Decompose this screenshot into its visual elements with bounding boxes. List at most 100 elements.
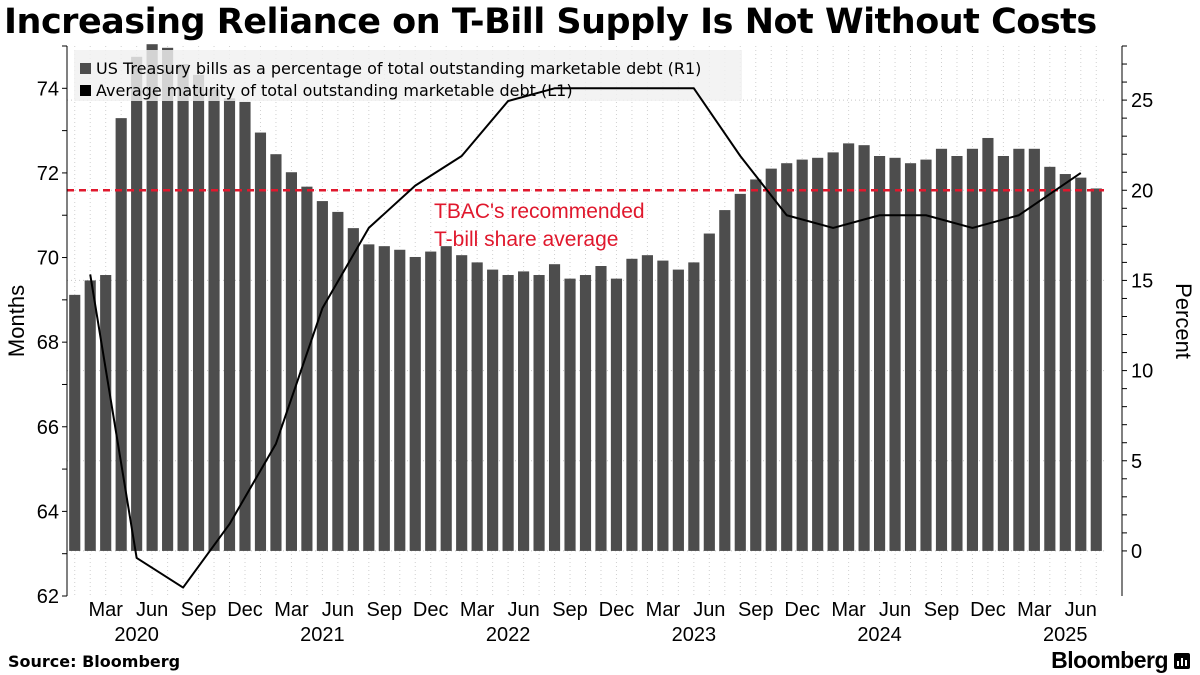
bar <box>889 157 901 551</box>
left-axis-title: Months <box>4 285 29 357</box>
bar <box>796 159 808 551</box>
brand: Bloomberg <box>1051 647 1190 674</box>
bar <box>1059 174 1071 551</box>
x-year-label: 2021 <box>300 624 345 645</box>
bar <box>827 152 839 551</box>
legend: US Treasury bills as a percentage of tot… <box>74 50 742 101</box>
x-year-label: 2020 <box>114 624 159 645</box>
bar <box>688 262 700 551</box>
right-tick-label: 15 <box>1131 270 1153 292</box>
x-year-label: 2025 <box>1043 624 1088 645</box>
reference-label: TBAC's recommended <box>434 200 645 223</box>
right-tick-label: 0 <box>1131 541 1142 563</box>
left-tick-label: 68 <box>37 332 59 354</box>
x-tick-label: Jun <box>1065 599 1097 621</box>
bar <box>440 246 452 551</box>
bar <box>765 168 777 551</box>
x-tick-label: Sep <box>552 599 588 621</box>
chart-title: Increasing Reliance on T-Bill Supply Is … <box>4 2 1097 42</box>
bar <box>518 271 530 551</box>
x-tick-label: Sep <box>366 599 402 621</box>
bar <box>1075 177 1087 551</box>
bar <box>672 269 684 551</box>
right-tick-label: 25 <box>1131 90 1153 112</box>
bar <box>997 156 1009 551</box>
x-tick-label: Jun <box>693 599 725 621</box>
bar <box>904 163 917 551</box>
bar <box>100 275 112 551</box>
bar <box>1044 166 1056 551</box>
reference-label: T-bill share average <box>434 228 618 251</box>
x-tick-label: Dec <box>227 599 263 621</box>
bar <box>254 132 267 551</box>
bar <box>750 179 762 551</box>
bar <box>1013 148 1025 551</box>
bar <box>69 294 81 551</box>
x-tick-label: Sep <box>181 599 217 621</box>
bar <box>301 186 313 551</box>
bar <box>564 278 576 551</box>
bar <box>548 264 561 551</box>
x-tick-label: Mar <box>831 599 866 621</box>
legend-swatch-bars <box>80 63 91 74</box>
legend-swatch-line <box>80 85 91 96</box>
x-year-label: 2022 <box>486 624 531 645</box>
x-tick-label: Mar <box>274 599 309 621</box>
legend-label-bars: US Treasury bills as a percentage of tot… <box>96 59 701 78</box>
x-year-label: 2023 <box>672 624 717 645</box>
bar <box>982 137 994 551</box>
bar <box>920 159 932 551</box>
bar <box>456 255 468 551</box>
bar <box>223 98 236 551</box>
bar <box>409 256 421 551</box>
bar <box>966 148 979 551</box>
bar <box>579 275 592 551</box>
bar <box>487 269 499 551</box>
x-tick-label: Mar <box>88 599 123 621</box>
bar <box>471 262 483 551</box>
bar <box>394 249 406 551</box>
x-year-label: 2024 <box>857 624 902 645</box>
legend-label-line: Average maturity of total outstanding ma… <box>96 81 573 100</box>
left-tick-label: 70 <box>37 248 59 270</box>
right-tick-label: 20 <box>1131 180 1153 202</box>
bar <box>951 156 963 551</box>
left-tick-label: 74 <box>37 78 59 100</box>
legend-box <box>74 50 742 101</box>
bar <box>502 275 514 551</box>
bar <box>285 172 297 551</box>
x-tick-label: Sep <box>924 599 960 621</box>
x-tick-label: Mar <box>646 599 681 621</box>
bar <box>347 228 359 551</box>
bar <box>378 246 390 551</box>
left-tick-label: 62 <box>37 586 59 608</box>
x-tick-label: Dec <box>413 599 449 621</box>
chart: US Treasury bills as a percentage of tot… <box>4 44 1196 645</box>
bar <box>115 118 127 551</box>
bar <box>192 74 205 551</box>
left-tick-label: 72 <box>37 163 59 185</box>
bar <box>935 148 948 551</box>
left-tick-label: 66 <box>37 417 59 439</box>
bar <box>363 244 375 551</box>
x-tick-label: Jun <box>507 599 539 621</box>
x-tick-label: Mar <box>1017 599 1052 621</box>
right-tick-label: 10 <box>1131 361 1153 383</box>
bloomberg-bars-icon <box>1174 652 1190 669</box>
bar <box>595 266 607 551</box>
x-tick-label: Mar <box>460 599 495 621</box>
bar <box>177 64 189 551</box>
right-tick-label: 5 <box>1131 451 1142 473</box>
bar <box>812 157 824 551</box>
bar <box>703 233 715 551</box>
x-tick-label: Sep <box>738 599 774 621</box>
bar <box>858 145 870 551</box>
bar <box>425 251 437 551</box>
bar <box>270 154 282 551</box>
line-series <box>89 87 1082 589</box>
bar <box>1028 148 1040 551</box>
source-note: Source: Bloomberg <box>8 652 181 671</box>
x-tick-label: Dec <box>599 599 635 621</box>
brand-name: Bloomberg <box>1051 647 1168 673</box>
bar <box>332 211 344 551</box>
